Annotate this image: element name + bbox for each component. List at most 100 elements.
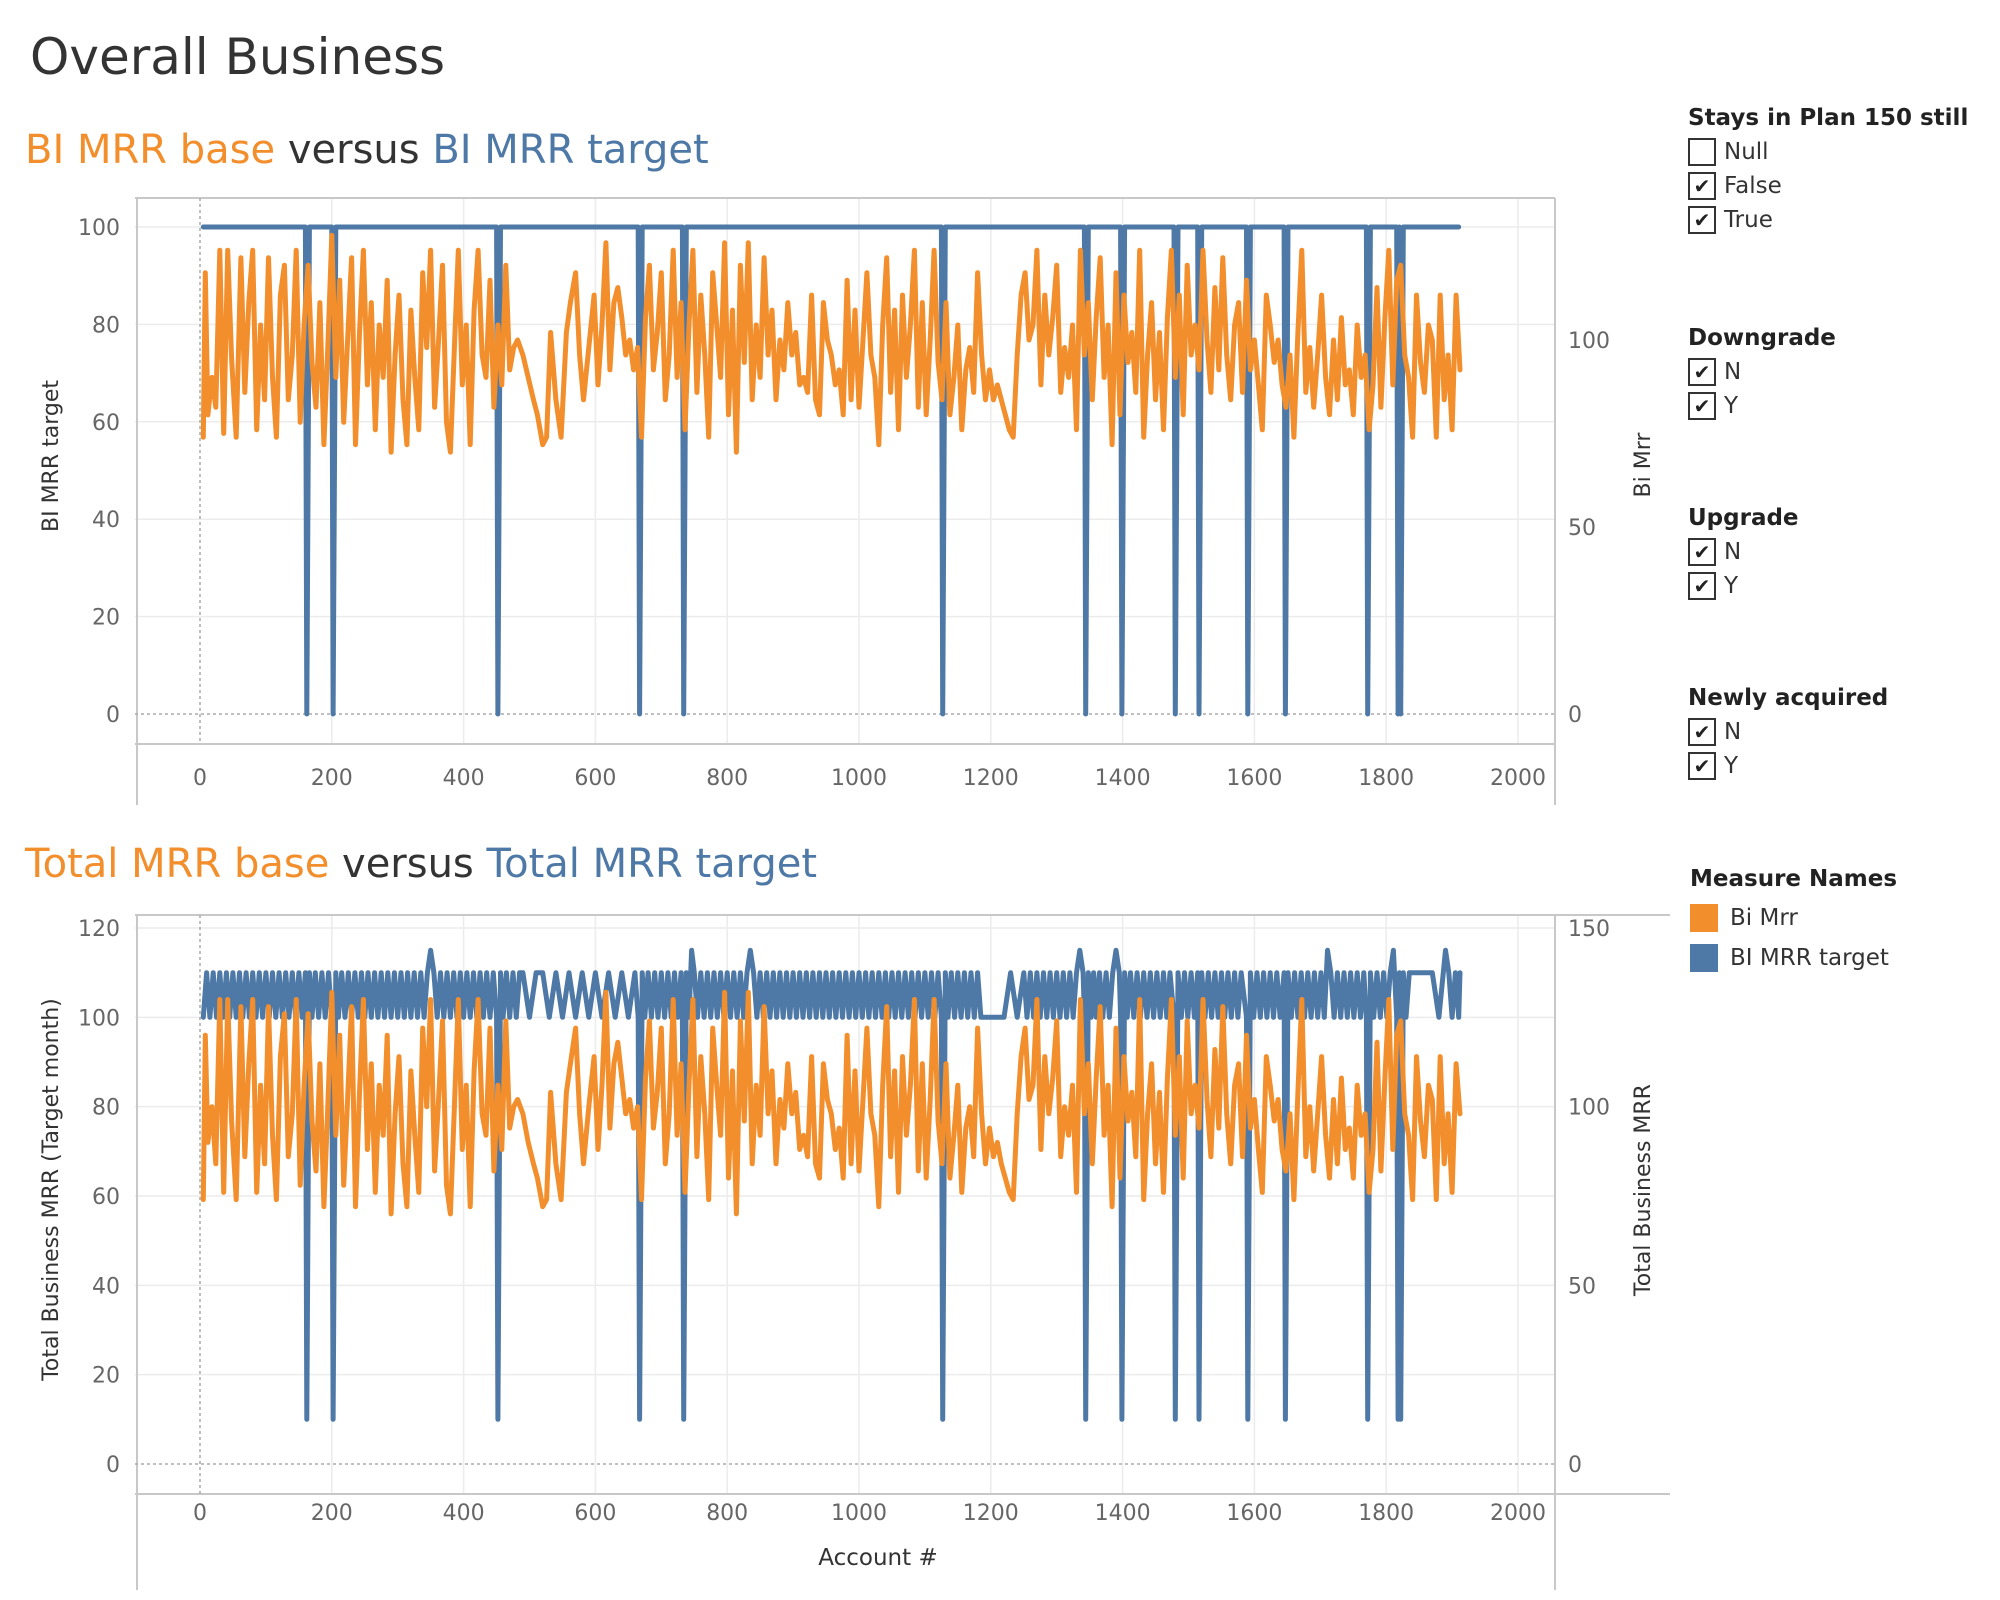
- filter-upgrade: Upgrade ✔ N ✔ Y: [1688, 505, 1799, 603]
- y-right-tick-label: 150: [1568, 917, 1610, 942]
- x-tick-label: 2000: [1490, 1501, 1546, 1526]
- y-left-tick-label: 0: [106, 1453, 120, 1478]
- y-right-axis-title: Bi Mrr: [1631, 432, 1656, 498]
- checkbox[interactable]: ✔: [1688, 172, 1716, 200]
- y-left-tick-label: 20: [92, 1364, 120, 1389]
- y-right-tick-label: 50: [1568, 1274, 1596, 1299]
- x-tick-label: 600: [574, 766, 616, 791]
- filter-option-label: Y: [1724, 753, 1739, 779]
- bottom-title-target: Total MRR target: [486, 841, 818, 887]
- x-tick-label: 0: [193, 1501, 207, 1526]
- filter-option-label: N: [1724, 719, 1742, 745]
- filter-title: Stays in Plan 150 still: [1688, 105, 1969, 131]
- dashboard-title: Overall Business: [30, 28, 446, 86]
- x-tick-label: 1200: [963, 766, 1019, 791]
- top-title-versus: versus: [287, 127, 420, 173]
- y-left-tick-label: 100: [78, 216, 120, 241]
- y-left-axis-title: Total Business MRR (Target month): [39, 998, 64, 1382]
- y-left-tick-label: 120: [78, 917, 120, 942]
- filter-option-null[interactable]: Null: [1688, 135, 1968, 169]
- x-tick-label: 1400: [1095, 766, 1151, 791]
- y-left-tick-label: 80: [92, 313, 120, 338]
- filter-option-n[interactable]: ✔ N: [1688, 355, 1836, 389]
- x-tick-label: 800: [706, 766, 748, 791]
- legend-item-bi-mrr-target[interactable]: BI MRR target: [1690, 938, 1897, 978]
- checkbox[interactable]: ✔: [1688, 392, 1716, 420]
- x-tick-label: 1800: [1358, 766, 1414, 791]
- y-left-tick-label: 40: [92, 508, 120, 533]
- x-tick-label: 400: [443, 1501, 485, 1526]
- filter-option-false[interactable]: ✔ False: [1688, 169, 1968, 203]
- filter-option-label: Null: [1724, 139, 1769, 165]
- checkbox[interactable]: ✔: [1688, 538, 1716, 566]
- filter-title: Downgrade: [1688, 325, 1836, 351]
- legend-item-bi-mrr[interactable]: Bi Mrr: [1690, 898, 1897, 938]
- x-tick-label: 800: [706, 1501, 748, 1526]
- filter-option-label: N: [1724, 359, 1742, 385]
- legend-title: Measure Names: [1690, 866, 1898, 892]
- top-chart-title: BI MRR base versus BI MRR target: [25, 127, 709, 173]
- checkbox[interactable]: [1688, 138, 1716, 166]
- y-right-tick-label: 0: [1568, 703, 1582, 728]
- series-line-bi-mrr: [200, 232, 1463, 455]
- y-left-tick-label: 60: [92, 1185, 120, 1210]
- legend-swatch: [1690, 904, 1718, 932]
- y-left-tick-label: 60: [92, 411, 120, 436]
- y-left-axis-title: BI MRR target: [39, 380, 64, 532]
- filter-option-true[interactable]: ✔ True: [1688, 203, 1968, 237]
- filter-option-n[interactable]: ✔ N: [1688, 535, 1799, 569]
- y-left-tick-label: 100: [78, 1006, 120, 1031]
- x-tick-label: 1400: [1095, 1501, 1151, 1526]
- filter-downgrade: Downgrade ✔ N ✔ Y: [1688, 325, 1836, 423]
- bottom-title-base: Total MRR base: [25, 841, 330, 887]
- y-right-tick-label: 50: [1568, 516, 1596, 541]
- filter-newly-acquired: Newly acquired ✔ N ✔ Y: [1688, 685, 1888, 783]
- top-title-base: BI MRR base: [25, 127, 276, 173]
- y-left-tick-label: 20: [92, 606, 120, 631]
- x-tick-label: 200: [311, 766, 353, 791]
- series-line-total-mrr-target: [200, 947, 1463, 1422]
- filter-title: Upgrade: [1688, 505, 1799, 531]
- x-axis-title: Account #: [818, 1545, 937, 1571]
- x-tick-label: 2000: [1490, 766, 1546, 791]
- y-left-tick-label: 80: [92, 1096, 120, 1121]
- x-tick-label: 400: [443, 766, 485, 791]
- filter-option-y[interactable]: ✔ Y: [1688, 389, 1836, 423]
- series-line-total-business-mrr: [200, 989, 1463, 1217]
- y-right-axis-title: Total Business MRR: [1631, 1084, 1656, 1297]
- checkbox[interactable]: ✔: [1688, 718, 1716, 746]
- filter-option-n[interactable]: ✔ N: [1688, 715, 1888, 749]
- filter-option-y[interactable]: ✔ Y: [1688, 569, 1799, 603]
- checkbox[interactable]: ✔: [1688, 752, 1716, 780]
- filter-option-label: Y: [1724, 573, 1739, 599]
- checkbox[interactable]: ✔: [1688, 572, 1716, 600]
- x-tick-label: 1800: [1358, 1501, 1414, 1526]
- x-tick-label: 1000: [831, 766, 887, 791]
- y-right-tick-label: 0: [1568, 1453, 1582, 1478]
- filter-option-label: N: [1724, 539, 1742, 565]
- x-tick-label: 0: [193, 766, 207, 791]
- top-title-target: BI MRR target: [432, 127, 709, 173]
- filter-stays-in-plan: Stays in Plan 150 still Null ✔ False ✔ T…: [1688, 105, 1968, 237]
- legend-label: Bi Mrr: [1730, 905, 1798, 931]
- checkbox[interactable]: ✔: [1688, 206, 1716, 234]
- filter-option-label: True: [1724, 207, 1773, 233]
- legend: Measure Names Bi Mrr BI MRR target: [1690, 866, 1897, 978]
- x-tick-label: 200: [311, 1501, 353, 1526]
- x-tick-label: 1200: [963, 1501, 1019, 1526]
- y-right-tick-label: 100: [1568, 1096, 1610, 1121]
- x-tick-label: 600: [574, 1501, 616, 1526]
- filter-title: Newly acquired: [1688, 685, 1889, 711]
- filter-option-label: Y: [1724, 393, 1739, 419]
- y-left-tick-label: 0: [106, 703, 120, 728]
- series-line-bi-mrr-target: [200, 224, 1462, 717]
- x-tick-label: 1600: [1226, 1501, 1282, 1526]
- x-tick-label: 1000: [831, 1501, 887, 1526]
- checkbox[interactable]: ✔: [1688, 358, 1716, 386]
- filter-option-label: False: [1724, 173, 1782, 199]
- filter-option-y[interactable]: ✔ Y: [1688, 749, 1888, 783]
- legend-swatch: [1690, 944, 1718, 972]
- bottom-chart-title: Total MRR base versus Total MRR target: [25, 841, 817, 887]
- y-right-tick-label: 100: [1568, 329, 1610, 354]
